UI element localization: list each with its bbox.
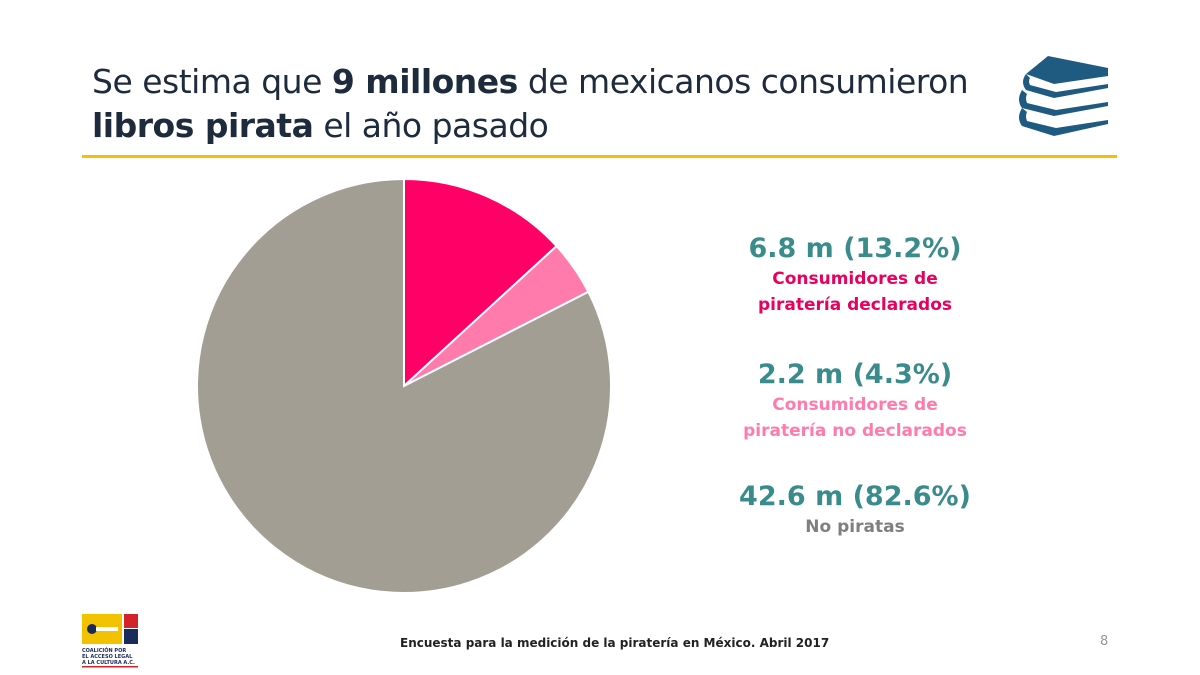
legend-item-declarados: 6.8 m (13.2%) Consumidores de piratería d…	[700, 232, 1010, 318]
legend-label: No piratas	[805, 517, 905, 537]
pie-slice-1	[403, 177, 558, 389]
legend-value: 2.2 m (4.3%)	[757, 359, 953, 390]
pie-slice-3	[196, 177, 612, 594]
legend-label: Consumidores de piratería declarados	[757, 269, 952, 315]
source-footer: Encuesta para la medición de la piraterí…	[400, 636, 830, 650]
svg-text:EL ACCESO LEGAL: EL ACCESO LEGAL	[82, 654, 133, 660]
legend-value: 42.6 m (82.6%)	[739, 481, 971, 512]
coalicion-logo: COALICIÓN POR EL ACCESO LEGAL A LA CULTU…	[82, 614, 138, 668]
legend-value: 6.8 m (13.2%)	[748, 233, 962, 264]
title-text: de mexicanos consumieron	[517, 62, 969, 101]
title-divider	[82, 155, 1117, 158]
title-text: Se estima que	[92, 62, 332, 101]
svg-text:A LA CULTURA A.C.: A LA CULTURA A.C.	[82, 660, 135, 666]
svg-text:COALICIÓN POR: COALICIÓN POR	[82, 647, 126, 654]
books-stack-icon	[1019, 56, 1108, 136]
page-number: 8	[1100, 634, 1109, 649]
slide-title: Se estima que 9 millones de mexicanos co…	[92, 60, 969, 148]
legend-item-no-declarados: 2.2 m (4.3%) Consumidores de piratería no…	[700, 358, 1010, 444]
title-text: el año pasado	[313, 106, 549, 145]
legend-item-no-piratas: 42.6 m (82.6%) No piratas	[700, 480, 1010, 540]
title-bold: 9 millones	[331, 62, 518, 101]
legend-label: Consumidores de piratería no declarados	[743, 395, 967, 441]
title-bold: libros pirata	[92, 106, 314, 145]
